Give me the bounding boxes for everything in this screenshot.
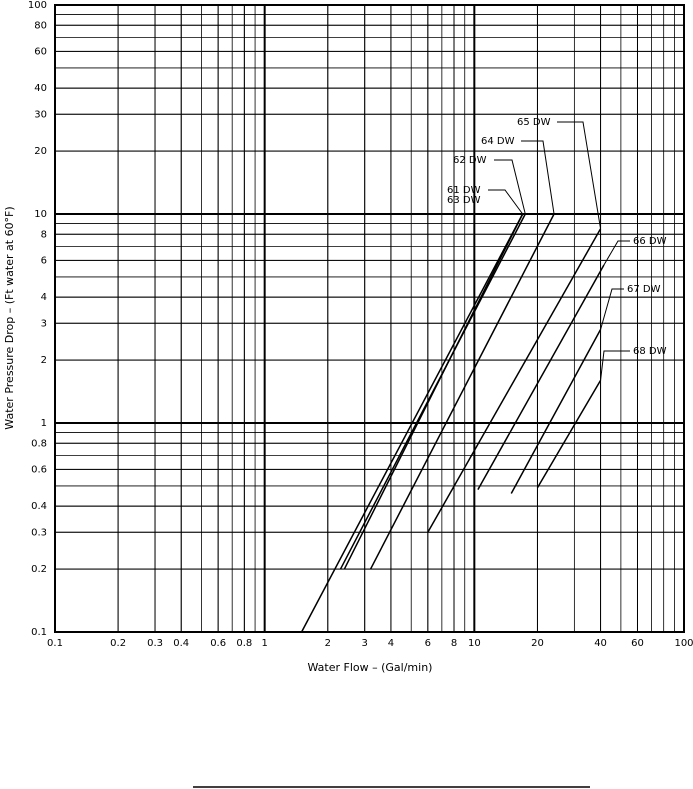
x-axis-title: Water Flow – (Gal/min) — [308, 661, 433, 674]
series-line — [300, 213, 524, 633]
y-tick-label: 1 — [41, 418, 47, 429]
x-tick-label: 3 — [362, 638, 368, 649]
y-tick-label: 0.3 — [31, 527, 47, 538]
leader-line — [557, 121, 602, 229]
series-line — [427, 228, 602, 533]
leader-line — [603, 240, 630, 266]
x-tick-label: 60 — [631, 638, 644, 649]
series-line — [477, 264, 605, 490]
y-tick-label: 80 — [34, 20, 47, 31]
series-label: 61 DW — [447, 185, 481, 196]
y-tick-label: 20 — [34, 146, 47, 157]
series-label: 66 DW — [633, 236, 667, 247]
x-tick-label: 10 — [468, 638, 481, 649]
y-tick-label: 4 — [41, 292, 47, 303]
x-tick-label: 0.3 — [147, 638, 163, 649]
x-tick-label: 40 — [594, 638, 607, 649]
series-label: 65 DW — [517, 117, 551, 128]
y-tick-label: 40 — [34, 83, 47, 94]
series-label: 68 DW — [633, 346, 667, 357]
x-tick-label: 0.2 — [110, 638, 126, 649]
y-tick-label: 30 — [34, 109, 47, 120]
y-tick-label: 8 — [41, 229, 47, 240]
x-tick-label: 6 — [425, 638, 431, 649]
y-tick-label: 0.1 — [31, 627, 47, 638]
y-tick-label: 0.8 — [31, 438, 47, 449]
leader-line — [521, 140, 555, 215]
y-tick-label: 60 — [34, 46, 47, 57]
y-tick-label: 10 — [34, 209, 47, 220]
x-tick-label: 2 — [325, 638, 331, 649]
y-tick-label: 2 — [41, 355, 47, 366]
leader-line — [600, 288, 624, 330]
series-line — [536, 379, 602, 489]
y-tick-label: 100 — [28, 0, 47, 11]
series-line — [343, 213, 524, 570]
leader-line — [488, 189, 524, 215]
plot-frame — [54, 4, 685, 633]
leader-line — [600, 350, 630, 381]
y-tick-label: 3 — [41, 318, 47, 329]
y-tick-label: 0.6 — [31, 464, 47, 475]
x-tick-label: 20 — [531, 638, 544, 649]
series-label: 64 DW — [481, 136, 515, 147]
leader-line — [494, 159, 526, 215]
y-tick-label: 0.2 — [31, 564, 47, 575]
x-tick-label: 4 — [388, 638, 394, 649]
x-tick-label: 0.4 — [173, 638, 189, 649]
series-label: 67 DW — [627, 284, 661, 295]
series-line — [369, 213, 555, 570]
x-tick-label: 100 — [674, 638, 693, 649]
series-label: 63 DW — [447, 195, 481, 206]
y-axis-title: Water Pressure Drop – (Ft water at 60°F) — [3, 206, 16, 429]
y-tick-label: 6 — [41, 255, 47, 266]
x-tick-label: 0.1 — [47, 638, 63, 649]
series-line — [510, 329, 602, 494]
x-tick-label: 0.6 — [210, 638, 226, 649]
series-label: 62 DW — [453, 155, 487, 166]
x-tick-label: 8 — [451, 638, 457, 649]
y-tick-label: 0.4 — [31, 501, 47, 512]
x-tick-label: 0.8 — [236, 638, 252, 649]
x-tick-label: 1 — [261, 638, 267, 649]
